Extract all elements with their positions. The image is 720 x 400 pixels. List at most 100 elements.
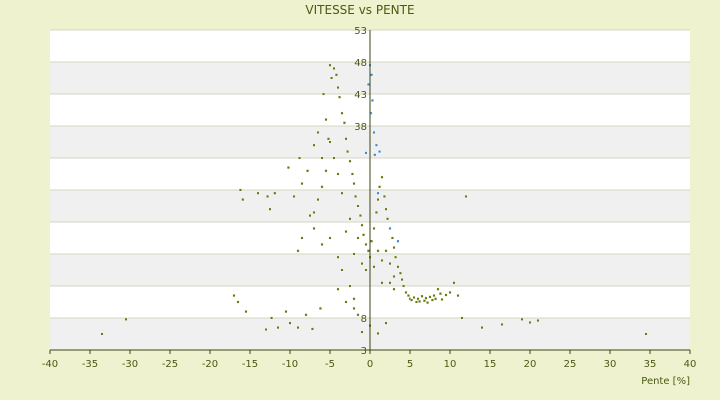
data-point xyxy=(326,137,330,141)
data-point xyxy=(328,236,332,240)
data-point xyxy=(330,76,334,80)
data-point xyxy=(300,236,304,240)
data-point xyxy=(404,290,408,294)
data-point xyxy=(358,214,362,218)
data-point xyxy=(402,284,406,288)
data-point xyxy=(480,326,484,330)
x-tick-label: -35 xyxy=(82,359,98,370)
x-tick-label: -10 xyxy=(282,359,298,370)
x-tick-label: -20 xyxy=(202,359,218,370)
data-point xyxy=(384,321,388,325)
data-point xyxy=(500,322,504,326)
data-point xyxy=(382,194,386,198)
data-point xyxy=(378,150,382,154)
data-point xyxy=(520,317,524,321)
data-point xyxy=(352,182,356,186)
data-point xyxy=(438,292,442,296)
data-point xyxy=(352,252,356,256)
data-point xyxy=(388,262,392,266)
x-tick-label: 10 xyxy=(444,359,457,370)
data-point xyxy=(464,194,468,198)
data-point xyxy=(336,255,340,259)
data-point xyxy=(364,151,368,155)
data-point xyxy=(406,294,410,298)
y-tick-label: 53 xyxy=(354,26,367,37)
data-point xyxy=(320,242,324,246)
data-point xyxy=(414,300,418,304)
data-point xyxy=(370,239,374,243)
data-point xyxy=(394,255,398,259)
y-tick-label: 3 xyxy=(361,346,367,357)
y-tick-label: 48 xyxy=(354,58,367,69)
data-point xyxy=(124,317,128,321)
data-point xyxy=(244,310,248,314)
y-axis-ticks: 53 48 43 38 8 3 xyxy=(354,26,367,357)
data-point xyxy=(332,156,336,160)
data-point xyxy=(348,284,352,288)
data-point xyxy=(318,306,322,310)
x-tick-label: 20 xyxy=(524,359,537,370)
x-axis-ticks: -40 -35 -30 -25 -20 -15 -10 -5 0 5 10 15 20 25 30 35 40 xyxy=(42,350,697,370)
data-point xyxy=(418,299,422,303)
data-point xyxy=(324,118,328,122)
data-point xyxy=(356,204,360,208)
data-point xyxy=(536,319,540,323)
y-tick-label: 8 xyxy=(361,314,367,325)
data-point xyxy=(344,137,348,141)
data-point xyxy=(340,268,344,272)
y-tick-label: 43 xyxy=(354,90,367,101)
data-point xyxy=(460,316,464,320)
data-point xyxy=(346,150,350,154)
data-point xyxy=(352,306,356,310)
data-point xyxy=(392,287,396,291)
x-tick-label: -15 xyxy=(242,359,258,370)
data-point xyxy=(426,301,430,305)
data-point xyxy=(390,236,394,240)
data-point xyxy=(456,294,460,298)
data-point xyxy=(342,121,346,125)
data-point xyxy=(322,92,326,96)
data-point xyxy=(296,249,300,253)
data-point xyxy=(376,249,380,253)
x-tick-label: 15 xyxy=(484,359,497,370)
data-point xyxy=(354,194,358,198)
data-point xyxy=(268,207,272,211)
data-point xyxy=(380,258,384,262)
x-tick-label: 35 xyxy=(644,359,657,370)
data-point xyxy=(320,185,324,189)
data-point xyxy=(266,194,270,198)
data-point xyxy=(286,166,290,170)
data-point xyxy=(373,153,377,157)
x-tick-label: -40 xyxy=(42,359,58,370)
data-point xyxy=(452,281,456,285)
data-point xyxy=(376,198,380,202)
data-point xyxy=(388,226,392,230)
data-point xyxy=(348,159,352,163)
data-point xyxy=(372,130,376,134)
data-point xyxy=(348,217,352,221)
data-point xyxy=(273,191,277,195)
x-tick-label: 25 xyxy=(564,359,577,370)
data-point xyxy=(362,233,366,237)
data-point xyxy=(270,316,274,320)
x-tick-label: 40 xyxy=(684,359,697,370)
data-point xyxy=(376,191,380,195)
data-point xyxy=(360,223,364,227)
data-point xyxy=(300,182,304,186)
data-point xyxy=(360,262,364,266)
data-point xyxy=(304,313,308,317)
x-tick-label: -30 xyxy=(122,359,138,370)
data-point xyxy=(386,217,390,221)
data-point xyxy=(298,156,302,160)
data-point xyxy=(308,214,312,218)
data-point xyxy=(372,226,376,230)
data-point xyxy=(366,249,370,253)
data-point xyxy=(380,281,384,285)
data-point xyxy=(256,191,260,195)
data-point xyxy=(316,130,320,134)
data-point xyxy=(352,297,356,301)
data-point xyxy=(440,297,444,301)
chart-title: VITESSE vs PENTE xyxy=(305,3,414,17)
x-tick-label: 5 xyxy=(407,359,413,370)
data-point xyxy=(316,198,320,202)
